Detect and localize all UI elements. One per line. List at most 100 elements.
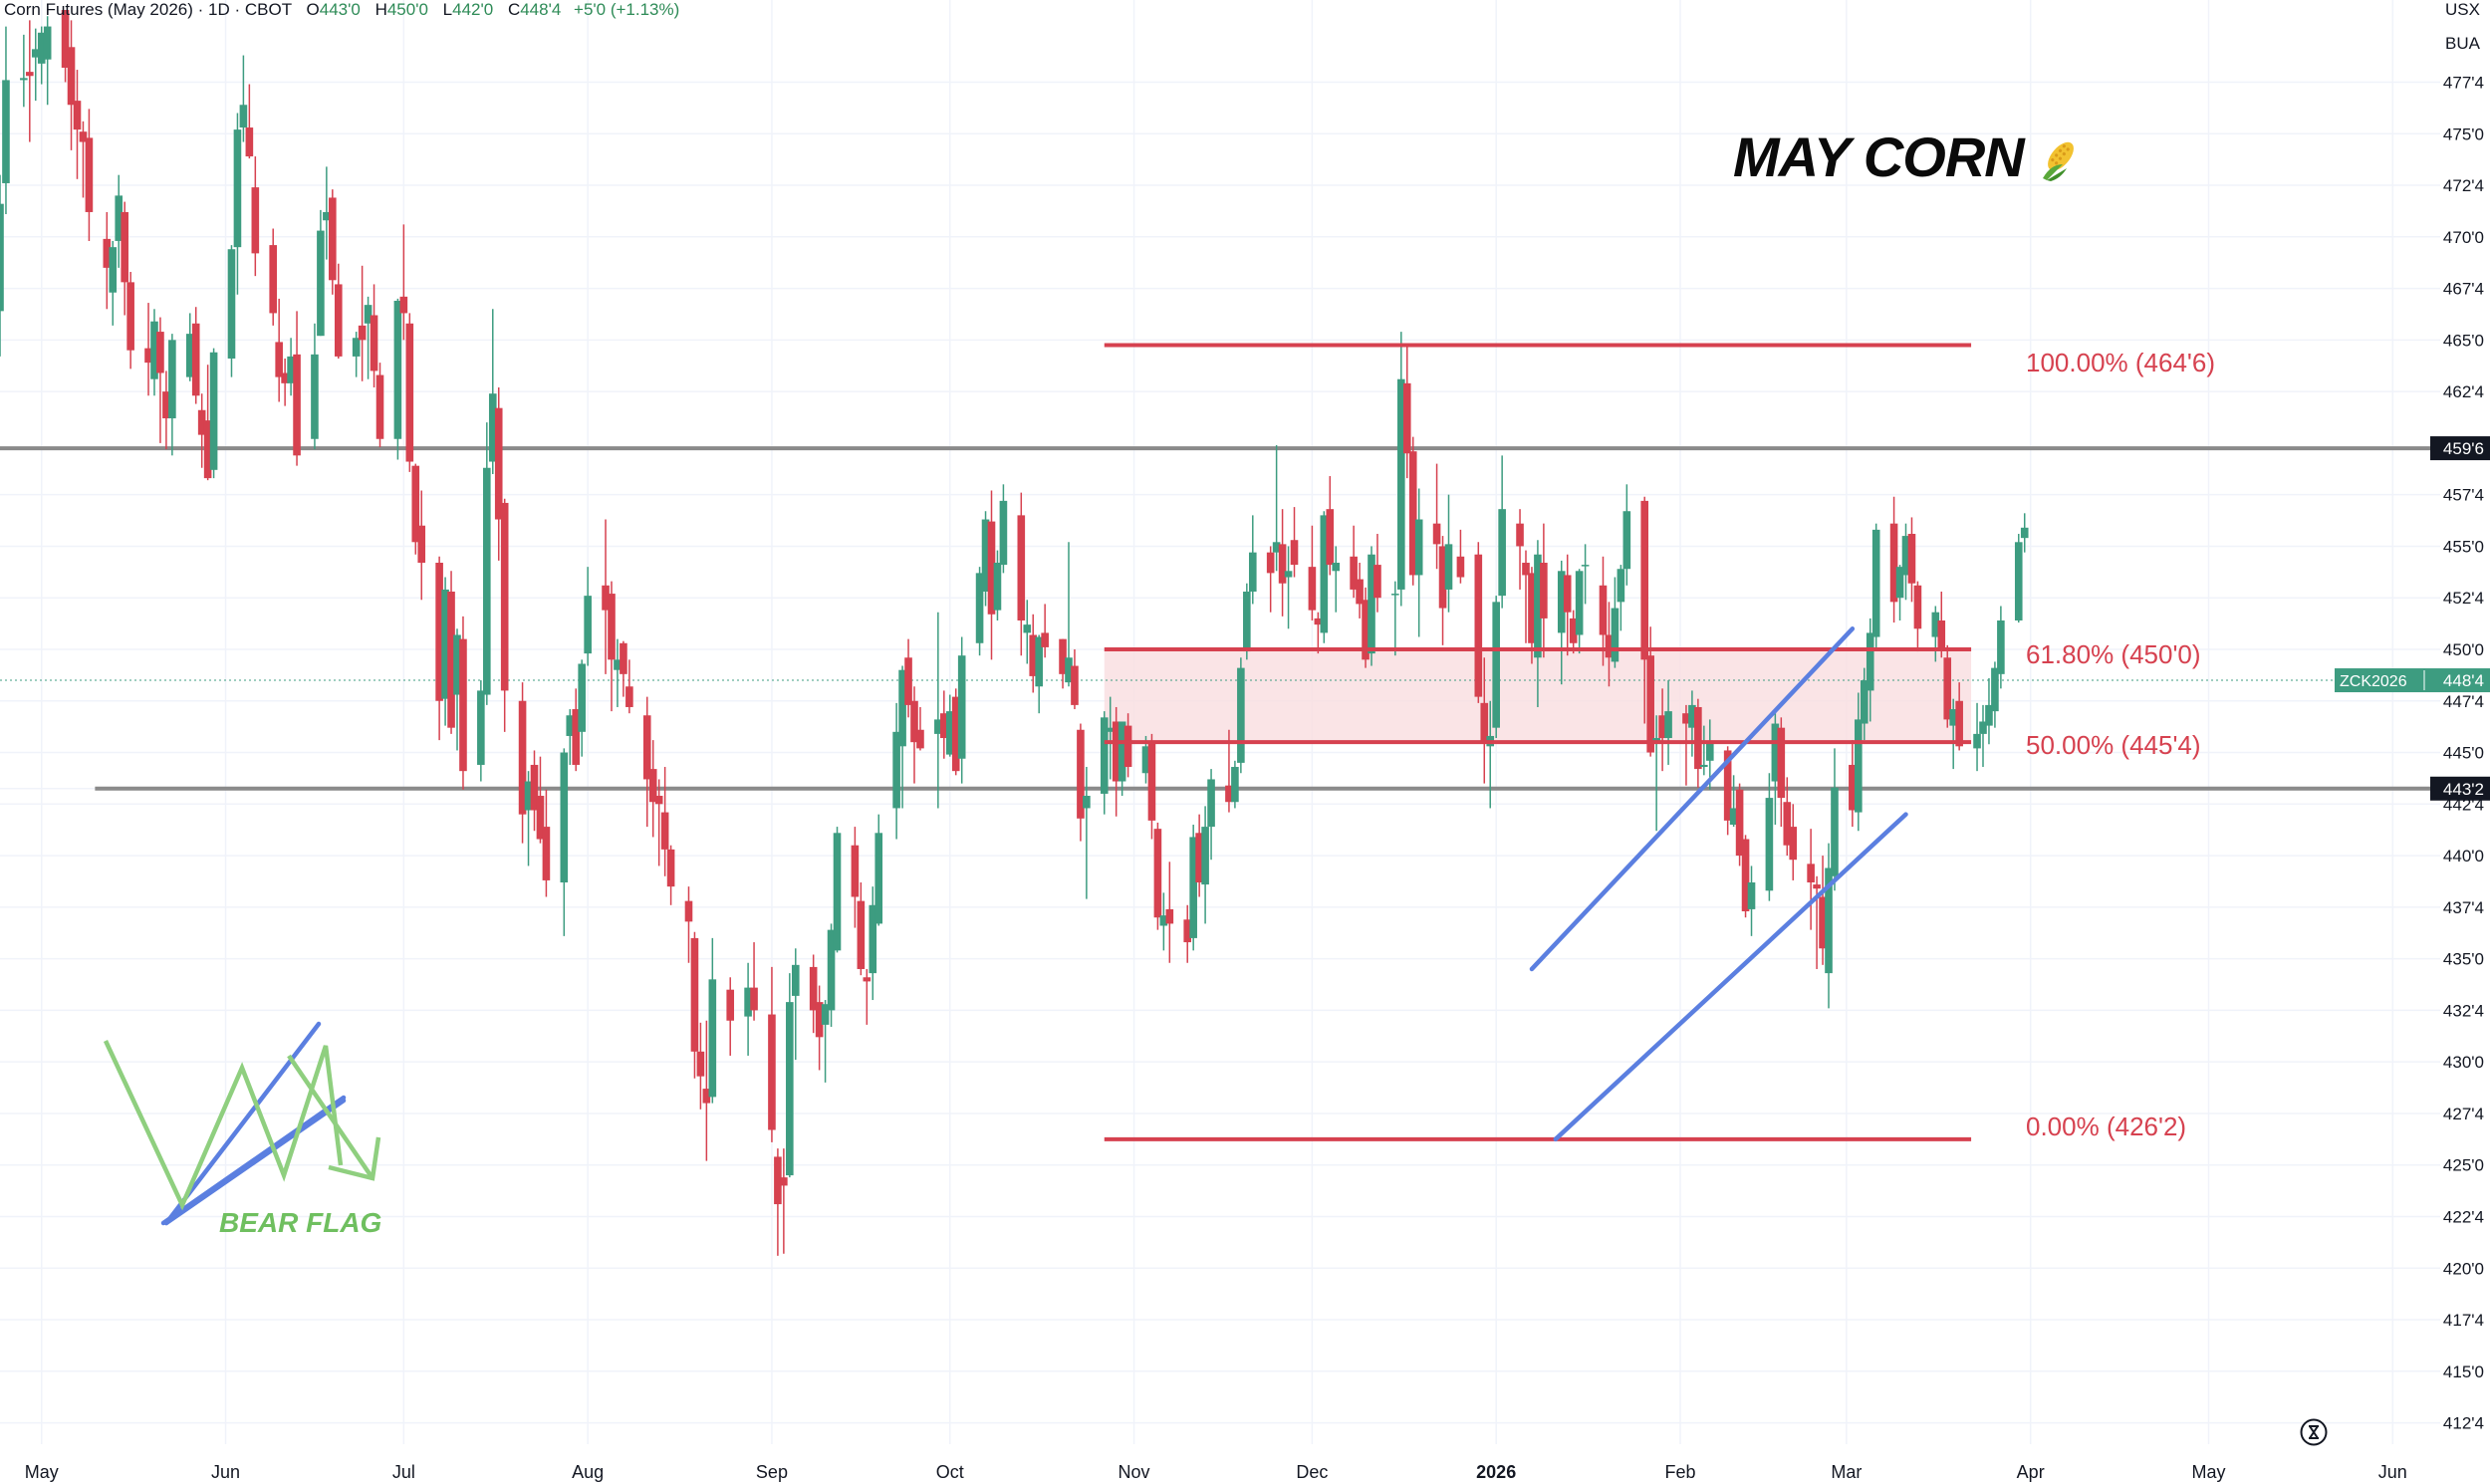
candle-body	[1272, 542, 1281, 553]
candle-body	[750, 987, 758, 1011]
y-tick-label: 425'0	[2443, 1156, 2484, 1175]
candle	[584, 567, 592, 666]
candle	[1866, 618, 1874, 722]
candle	[61, 10, 70, 83]
candle	[1943, 644, 1952, 728]
candle-body	[317, 230, 325, 337]
candle-body	[1901, 536, 1910, 576]
x-tick-label: Jun	[2378, 1462, 2407, 1482]
candle	[1159, 892, 1168, 951]
candle	[1931, 606, 1940, 662]
candle-body	[744, 987, 752, 1017]
candle-body	[191, 323, 200, 396]
candle	[1118, 721, 1126, 797]
candle-body	[1688, 704, 1696, 728]
candle	[1071, 648, 1079, 710]
candle	[1985, 677, 1993, 745]
candle	[1314, 612, 1323, 654]
candle	[323, 166, 331, 260]
close-value: 448'4	[520, 0, 562, 19]
candle-body	[323, 211, 331, 221]
candle-body	[1225, 785, 1233, 803]
candle-body	[1611, 608, 1619, 662]
candle	[185, 313, 194, 381]
candle-body	[1979, 721, 1987, 734]
fibonacci-lines[interactable]	[1104, 343, 1972, 1141]
candle	[1474, 542, 1483, 703]
candle-body	[281, 372, 289, 383]
candle	[863, 968, 872, 1025]
candle-body	[233, 129, 242, 248]
candle	[1083, 767, 1091, 899]
candle	[1498, 455, 1506, 609]
candle	[898, 665, 906, 809]
candle	[1605, 602, 1614, 687]
candle-body	[477, 690, 485, 765]
replay-icon[interactable]	[2299, 1417, 2329, 1447]
candle-body	[910, 700, 918, 743]
candle-body	[1622, 511, 1631, 570]
candle	[1575, 569, 1584, 654]
candle	[654, 779, 663, 866]
time-axis[interactable]: May Jun Jul Aug Sep Oct Nov Dec 2026 Feb Mar Apr May…	[25, 1462, 2407, 1482]
candle-body	[1907, 534, 1916, 584]
candle-body	[352, 338, 361, 357]
y-tick-label: 452'4	[2443, 589, 2484, 608]
candle-body	[957, 655, 966, 759]
contract-unit: BUA	[2445, 34, 2480, 53]
candle-body	[1871, 529, 1880, 637]
candle	[1569, 610, 1578, 654]
candle	[1243, 583, 1251, 660]
x-tick-label: Apr	[2017, 1462, 2045, 1482]
candle-body	[1777, 727, 1786, 799]
candle	[1332, 546, 1341, 613]
candle-body	[660, 812, 669, 850]
candle-body	[1201, 827, 1209, 885]
candle-body	[1747, 882, 1756, 909]
candle	[1444, 494, 1453, 613]
channel-lines[interactable]	[1529, 626, 1908, 1142]
price-tag-bg	[2430, 436, 2490, 461]
close-label: C	[507, 0, 521, 19]
candle	[1100, 711, 1109, 815]
candle-body	[67, 47, 76, 106]
candle	[726, 977, 735, 1056]
candle-body	[684, 900, 693, 922]
candle-body	[1955, 700, 1963, 747]
candle	[1855, 692, 1863, 832]
price-tag-bg	[2430, 776, 2490, 801]
candle-body	[666, 849, 675, 887]
candle	[411, 463, 420, 555]
last-price-badge	[2335, 668, 2490, 693]
candle	[821, 1000, 830, 1083]
candle	[809, 954, 818, 1034]
y-tick-label: 470'0	[2443, 228, 2484, 247]
candle-body	[1326, 509, 1335, 566]
candle	[0, 174, 4, 357]
candle	[358, 265, 367, 381]
candle	[1290, 507, 1299, 578]
candle-body	[934, 719, 942, 734]
bear-flag-arrowhead	[328, 1136, 381, 1181]
candle-body	[1237, 667, 1245, 763]
candle	[2, 26, 10, 215]
candle	[684, 886, 693, 963]
candle-body	[786, 1002, 794, 1176]
candle-body	[708, 979, 717, 1098]
candle-body	[1889, 523, 1898, 603]
price-axis[interactable]: 477'4 475'0 472'4 470'0 467'4 465'0 462'4 459'6…	[2335, 73, 2490, 1433]
candle	[1041, 604, 1049, 658]
candle	[1516, 509, 1524, 590]
fib-label-618: 61.80% (450'0)	[2026, 639, 2201, 669]
candle	[1207, 769, 1215, 861]
x-tick-label: May	[25, 1462, 59, 1482]
candle	[1871, 523, 1880, 649]
candle-body	[869, 904, 877, 974]
candle	[1195, 814, 1203, 897]
candle-body	[602, 585, 610, 611]
change-value: +5'0 (+1.13%)	[574, 0, 680, 19]
candle	[530, 750, 539, 832]
candle-body	[1444, 544, 1453, 590]
candle	[441, 577, 449, 726]
